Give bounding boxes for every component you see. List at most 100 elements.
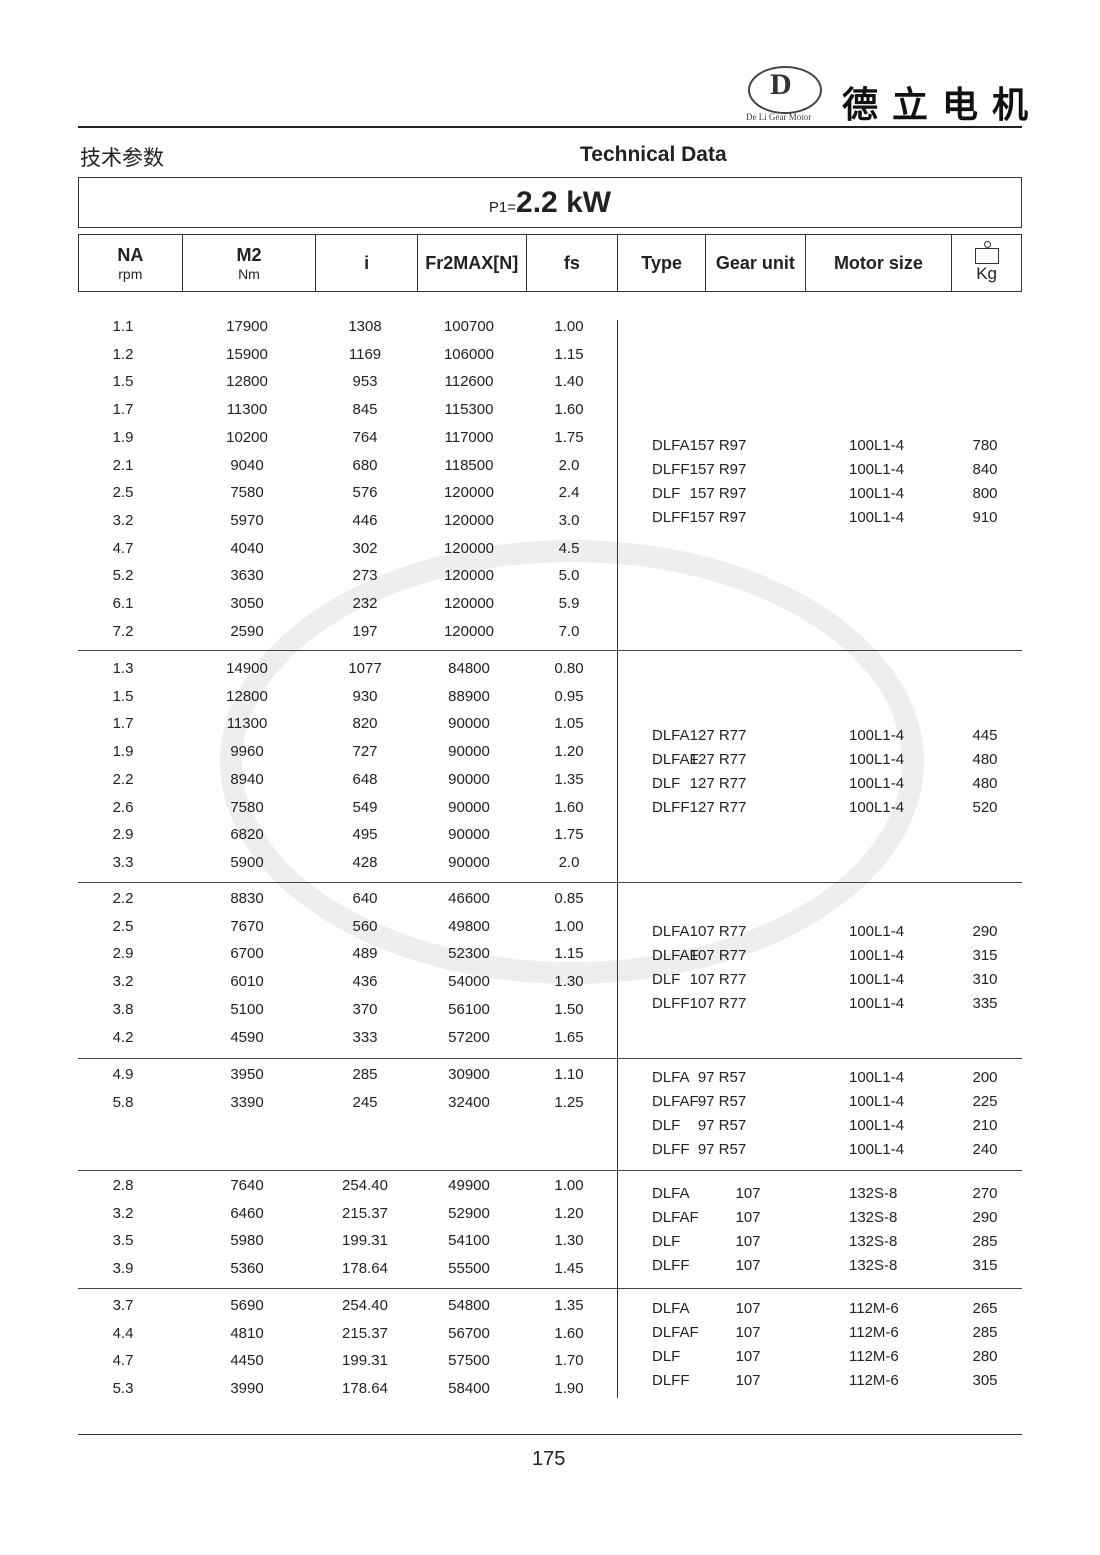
cell-na: 2.6 — [112, 798, 134, 816]
cell-fr2max: 55500 — [448, 1260, 490, 1278]
cell-na: 1.9 — [112, 428, 134, 446]
cell-type: DLFF — [652, 995, 690, 1012]
cell-fr2max: 52300 — [448, 945, 490, 963]
cell-ratio: 436 — [352, 973, 378, 991]
cell-fr2max: 58400 — [448, 1380, 490, 1398]
cell-ratio: 1169 — [348, 345, 382, 363]
cell-na: 2.5 — [112, 484, 134, 502]
cell-na: 2.9 — [112, 945, 134, 963]
cell-m2: 11300 — [226, 401, 268, 419]
cell-fr2max: 90000 — [448, 743, 490, 761]
cell-na: 1.7 — [112, 715, 134, 733]
cell-weight: 480 — [972, 751, 998, 768]
cell-fs: 4.5 — [558, 539, 580, 557]
cell-m2: 12800 — [226, 687, 268, 705]
cell-na: 1.5 — [112, 687, 134, 705]
page-number: 175 — [532, 1448, 566, 1470]
cell-na: 7.2 — [112, 622, 134, 640]
cell-weight: 445 — [972, 727, 998, 744]
cell-ratio: 370 — [352, 1000, 378, 1018]
cell-type: DLF — [652, 971, 681, 988]
cell-m2: 6700 — [230, 945, 264, 963]
cell-fr2max: 90000 — [448, 826, 490, 844]
cell-fr2max: 106000 — [443, 345, 495, 363]
cell-gear-unit: 127 R77 — [689, 751, 747, 768]
header-m2: M2 Nm — [183, 235, 317, 291]
cell-gear-unit: 97 R57 — [697, 1141, 747, 1158]
cell-ratio: 549 — [352, 798, 378, 816]
cell-na: 4.7 — [112, 1352, 134, 1370]
header-fs: fs — [527, 235, 619, 291]
brand-name: 德立电机 — [842, 84, 1043, 126]
cell-weight: 290 — [972, 1209, 998, 1226]
cell-ratio: 199.31 — [342, 1352, 388, 1370]
cell-motor-size: 132S-8 — [849, 1233, 898, 1250]
power-box: P1=2.2 kW — [78, 177, 1022, 228]
cell-type: DLFF — [652, 799, 690, 816]
cell-gear-unit: 107 — [735, 1257, 761, 1274]
cell-gear-unit: 157 R97 — [689, 485, 747, 502]
group-separator — [78, 1288, 1022, 1289]
cell-motor-size: 100L1-4 — [849, 437, 905, 454]
cell-ratio: 245 — [352, 1093, 378, 1111]
header-na: NA rpm — [79, 235, 183, 291]
cell-fr2max: 120000 — [443, 567, 495, 585]
cell-fr2max: 84800 — [448, 660, 490, 677]
cell-gear-unit: 157 R97 — [689, 437, 747, 454]
cell-m2: 3630 — [230, 567, 264, 585]
group-separator — [78, 882, 1022, 883]
cell-type: DLFAF — [652, 1093, 699, 1110]
cell-ratio: 845 — [352, 401, 378, 419]
group-separator — [78, 1058, 1022, 1059]
cell-weight: 480 — [972, 775, 998, 792]
group-separator — [78, 1170, 1022, 1171]
cell-na: 2.5 — [112, 917, 134, 935]
cell-fs: 1.35 — [554, 770, 584, 788]
cell-gear-unit: 157 R97 — [689, 509, 747, 526]
cell-type: DLF — [652, 485, 681, 502]
cell-ratio: 178.64 — [342, 1380, 388, 1398]
cell-fs: 1.75 — [554, 826, 584, 844]
cell-fr2max: 57200 — [448, 1028, 490, 1046]
cell-ratio: 727 — [352, 743, 378, 761]
cell-fs: 1.00 — [554, 318, 584, 335]
cell-na: 5.2 — [112, 567, 134, 585]
cell-m2: 14900 — [226, 660, 268, 677]
header-weight: Kg — [952, 235, 1021, 291]
cell-m2: 7580 — [230, 798, 264, 816]
cell-na: 3.2 — [112, 1204, 134, 1222]
cell-ratio: 428 — [352, 853, 378, 871]
cell-weight: 910 — [972, 509, 998, 526]
cell-fr2max: 54800 — [448, 1297, 490, 1314]
cell-na: 2.2 — [112, 890, 134, 907]
cell-na: 2.8 — [112, 1177, 134, 1194]
cell-motor-size: 100L1-4 — [849, 1141, 905, 1158]
cell-na: 3.3 — [112, 853, 134, 871]
cell-ratio: 273 — [352, 567, 378, 585]
cell-fs: 1.45 — [554, 1260, 584, 1278]
cell-m2: 2590 — [230, 622, 264, 640]
power-rating: P1=2.2 kW — [488, 186, 612, 219]
cell-weight: 780 — [972, 437, 998, 454]
cell-m2: 5100 — [230, 1000, 264, 1018]
cell-weight: 290 — [972, 923, 998, 940]
cell-motor-size: 112M-6 — [849, 1324, 899, 1341]
cell-ratio: 232 — [352, 595, 378, 612]
cell-m2: 11300 — [226, 715, 268, 733]
cell-gear-unit: 97 R57 — [697, 1093, 747, 1110]
cell-ratio: 930 — [352, 687, 378, 705]
cell-gear-unit: 107 — [735, 1300, 761, 1317]
cell-weight: 210 — [972, 1117, 998, 1134]
cell-weight: 280 — [972, 1348, 998, 1365]
cell-m2: 9040 — [230, 456, 264, 474]
cell-motor-size: 100L1-4 — [849, 995, 905, 1012]
group-separator — [78, 650, 1022, 651]
cell-ratio: 333 — [352, 1028, 378, 1046]
cell-fr2max: 90000 — [448, 798, 490, 816]
cell-fr2max: 90000 — [448, 715, 490, 733]
cell-ratio: 576 — [352, 484, 378, 502]
cell-gear-unit: 107 R77 — [689, 995, 747, 1012]
cell-fs: 0.85 — [554, 890, 584, 907]
cell-fr2max: 52900 — [448, 1204, 490, 1222]
cell-fs: 1.25 — [554, 1093, 584, 1111]
